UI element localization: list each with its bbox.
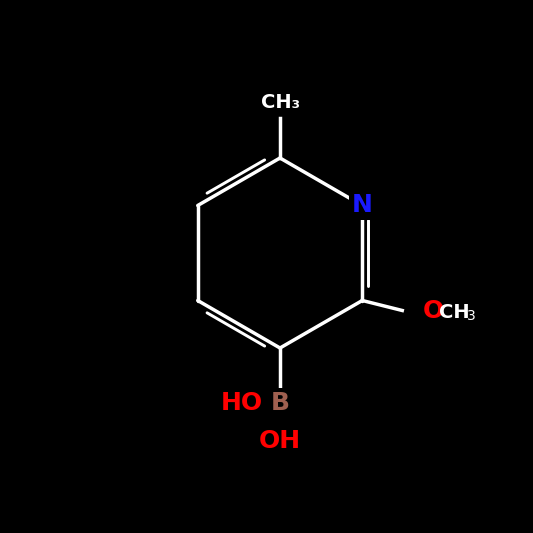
Text: CH: CH <box>439 303 470 322</box>
Text: B: B <box>271 391 289 415</box>
Text: OH: OH <box>259 429 301 453</box>
Text: HO: HO <box>221 391 263 415</box>
Text: CH₃: CH₃ <box>261 93 300 112</box>
Text: 3: 3 <box>467 309 476 322</box>
Text: O: O <box>422 298 443 322</box>
Text: N: N <box>352 193 373 217</box>
